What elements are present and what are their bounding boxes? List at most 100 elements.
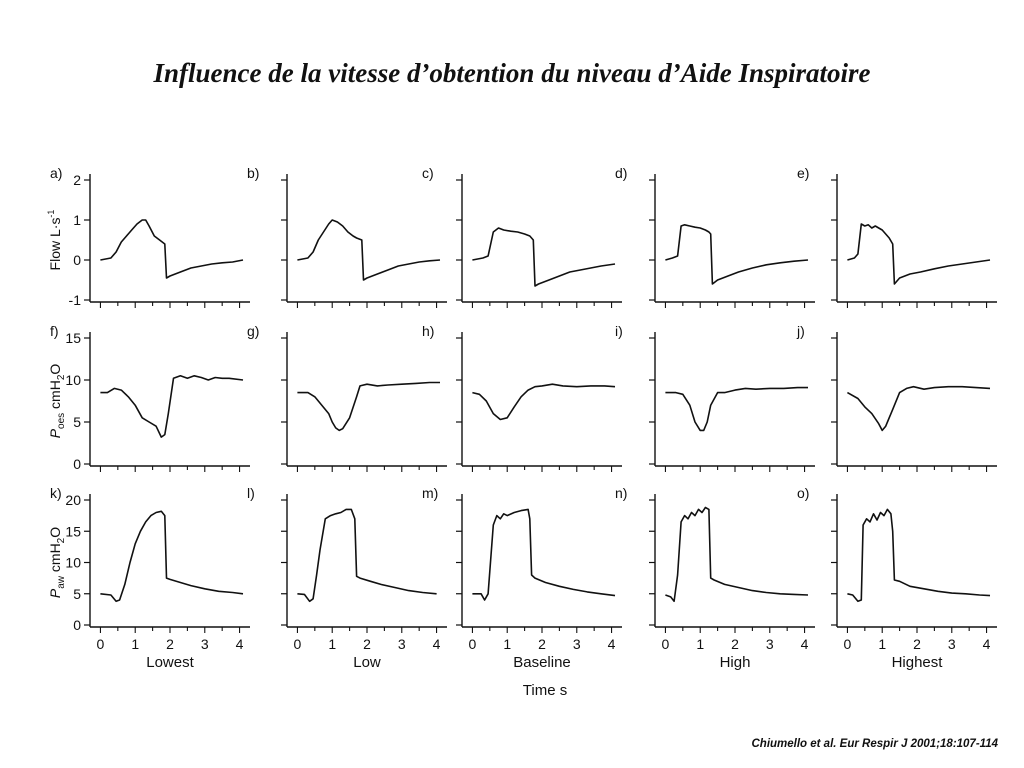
ylabel-part: cmH xyxy=(47,543,63,576)
x-tick-label: 1 xyxy=(131,636,139,652)
citation: Chiumello et al. Eur Respir J 2001;18:10… xyxy=(751,738,998,750)
ylabel-part: P xyxy=(47,428,63,438)
data-line xyxy=(665,386,808,432)
ylabel-part: O xyxy=(47,364,63,375)
panel-label: i) xyxy=(615,323,623,339)
x-tick-label: 4 xyxy=(983,636,991,652)
y-tick-label: 0 xyxy=(73,456,81,472)
y-tick-label: 15 xyxy=(65,330,81,346)
data-line xyxy=(665,224,809,285)
column-label: High xyxy=(720,654,751,671)
ylabel-part: oes xyxy=(56,413,67,429)
x-tick-label: 4 xyxy=(801,636,809,652)
panel-b: b) xyxy=(247,165,447,308)
panel-label: g) xyxy=(247,323,259,339)
y-tick-label: 15 xyxy=(65,523,81,539)
panel-c: c) xyxy=(422,165,622,308)
column-label: Baseline xyxy=(513,654,571,671)
panel-a: a) -1 0 1 2 xyxy=(50,165,250,308)
panel-e: e) xyxy=(797,165,997,308)
row-3-ylabel: Paw cmH2O xyxy=(47,527,67,598)
x-tick-label: 3 xyxy=(766,636,774,652)
y-tick-label: 2 xyxy=(73,172,81,188)
y-tick-label: 5 xyxy=(73,586,81,602)
x-tick-label: 2 xyxy=(538,636,546,652)
data-line xyxy=(847,508,991,603)
ylabel-part: 2 xyxy=(56,374,67,380)
data-line xyxy=(847,223,991,285)
panel-label: f) xyxy=(50,323,59,339)
panel-label: d) xyxy=(615,165,627,181)
row-1-ylabel: Flow L·s-1 xyxy=(46,210,63,271)
ylabel-part: O xyxy=(47,527,63,538)
panel-label: h) xyxy=(422,323,434,339)
y-tick-label: 0 xyxy=(73,617,81,633)
panel-n: n) 0 1 2 3 4 High xyxy=(615,485,815,671)
panel-label: o) xyxy=(797,485,809,501)
data-line xyxy=(100,219,244,279)
panel-label: b) xyxy=(247,165,259,181)
y-tick-label: 20 xyxy=(65,492,81,508)
x-tick-label: 1 xyxy=(503,636,511,652)
panel-label: m) xyxy=(422,485,438,501)
slide-title: Influence de la vitesse d’obtention du n… xyxy=(153,58,871,88)
panel-o: o) 0 1 2 3 4 Highest xyxy=(797,485,997,671)
data-line xyxy=(472,227,616,287)
panel-label: c) xyxy=(422,165,434,181)
x-tick-label: 2 xyxy=(731,636,739,652)
ylabel-part: Flow L·s xyxy=(47,218,63,271)
x-tick-label: 1 xyxy=(328,636,336,652)
data-line xyxy=(665,506,809,603)
data-line xyxy=(472,508,616,601)
x-tick-label: 2 xyxy=(363,636,371,652)
data-line xyxy=(100,510,244,603)
panel-label: n) xyxy=(615,485,627,501)
ylabel-part: -1 xyxy=(46,210,56,218)
panel-label: l) xyxy=(247,485,255,501)
y-tick-label: -1 xyxy=(69,292,82,308)
column-label: Lowest xyxy=(146,654,194,671)
panel-l: l) 0 1 2 3 4 Low xyxy=(247,485,447,671)
panel-m: m) 0 1 2 3 4 Baseline xyxy=(422,485,622,671)
panel-i: i) xyxy=(615,323,815,472)
panel-f: f) 0 5 10 15 xyxy=(50,323,250,472)
x-tick-label: 3 xyxy=(201,636,209,652)
x-tick-label: 2 xyxy=(913,636,921,652)
data-line xyxy=(100,374,244,438)
data-line xyxy=(297,219,441,281)
y-tick-label: 5 xyxy=(73,414,81,430)
row-2-ylabel: Poes cmH2O xyxy=(47,364,67,439)
panel-label: a) xyxy=(50,165,62,181)
x-tick-label: 0 xyxy=(294,636,302,652)
panel-g: g) xyxy=(247,323,447,472)
x-tick-label: 1 xyxy=(878,636,886,652)
panel-h: h) xyxy=(422,323,622,472)
data-line xyxy=(472,383,616,421)
x-tick-label: 4 xyxy=(433,636,441,652)
x-tick-label: 0 xyxy=(469,636,477,652)
x-tick-label: 3 xyxy=(398,636,406,652)
panel-d: d) xyxy=(615,165,815,308)
panel-k: k) 0 5 10 15 20 0 1 2 3 4 Lowest xyxy=(50,485,250,671)
x-tick-label: 0 xyxy=(662,636,670,652)
ylabel-part: aw xyxy=(56,575,67,589)
column-label: Highest xyxy=(892,654,944,671)
ylabel-part: 2 xyxy=(56,537,67,543)
x-tick-label: 0 xyxy=(97,636,105,652)
data-line xyxy=(297,381,440,432)
x-tick-label: 3 xyxy=(948,636,956,652)
panel-j: j) xyxy=(796,323,997,472)
data-line xyxy=(847,385,991,432)
y-tick-label: 1 xyxy=(73,212,81,228)
y-tick-label: 0 xyxy=(73,252,81,268)
x-tick-label: 1 xyxy=(696,636,704,652)
x-tick-label: 3 xyxy=(573,636,581,652)
x-axis-title: Time s xyxy=(523,682,567,699)
x-tick-label: 0 xyxy=(844,636,852,652)
y-tick-label: 10 xyxy=(65,372,81,388)
ylabel-part: cmH xyxy=(47,380,63,413)
panel-label: j) xyxy=(796,323,805,339)
panel-label: k) xyxy=(50,485,62,501)
y-tick-label: 10 xyxy=(65,555,81,571)
